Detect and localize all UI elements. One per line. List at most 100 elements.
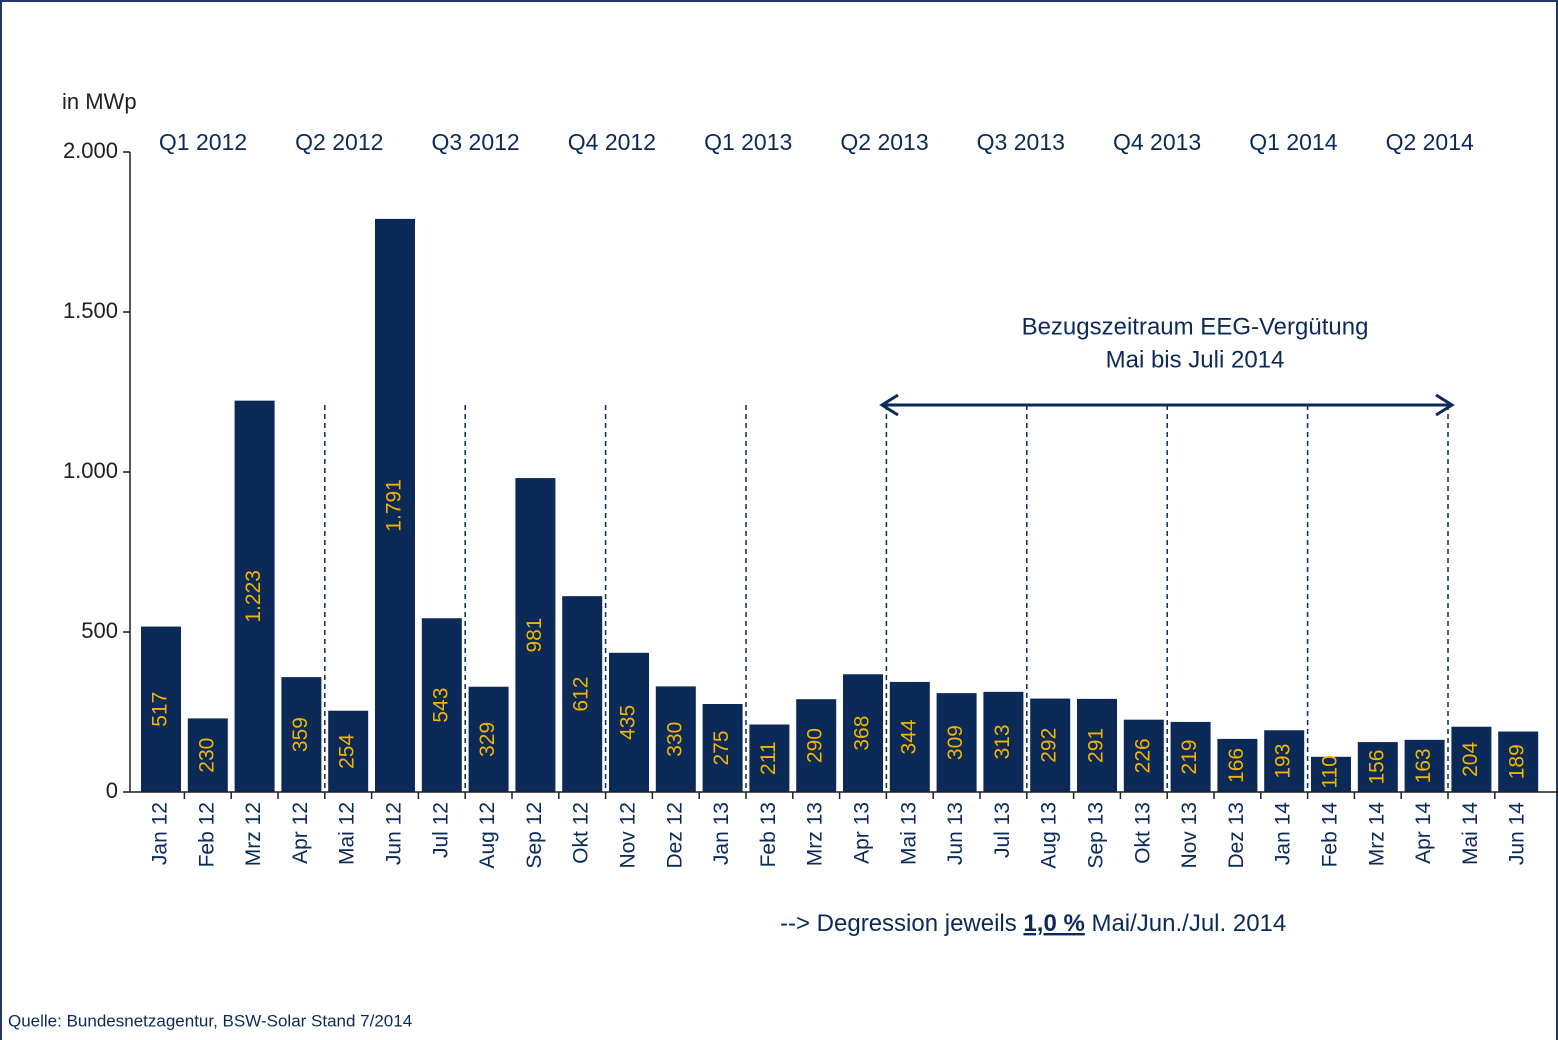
x-tick-label: Okt 12 — [570, 802, 593, 864]
x-tick-label: Feb 14 — [1319, 802, 1342, 868]
bar — [1123, 719, 1164, 792]
x-tick-label: Okt 13 — [1131, 802, 1154, 864]
bar — [1357, 742, 1398, 792]
annotation-part: Mai/Jun./Jul. 2014 — [1085, 910, 1286, 937]
data-label: 166 — [1225, 748, 1248, 783]
bar — [702, 704, 743, 792]
bar — [1030, 698, 1071, 792]
bar — [1217, 738, 1258, 792]
y-axis-label: in MWp — [62, 89, 137, 114]
bar — [655, 686, 696, 792]
quarter-label: Q3 2013 — [977, 129, 1065, 155]
x-tick-label: Jun 12 — [383, 802, 406, 865]
bar — [1077, 698, 1117, 792]
x-tick-label: Jan 14 — [1272, 802, 1295, 865]
y-tick-label: 1.500 — [63, 298, 118, 323]
data-label: 211 — [757, 741, 780, 774]
x-tick-label: Jun 13 — [944, 802, 967, 865]
x-tick-label: Mai 14 — [1459, 802, 1482, 865]
bar — [1170, 721, 1211, 792]
annotation: --> Degression jeweils 1,0 % Mai/Jun./Ju… — [780, 910, 1286, 937]
bar — [609, 652, 649, 792]
x-tick-label: Nov 12 — [617, 802, 640, 869]
x-tick-label: Sep 13 — [1085, 802, 1108, 869]
annotation: Bezugszeitraum EEG-Vergütung — [1022, 313, 1369, 340]
y-tick-label: 2.000 — [63, 138, 118, 163]
quarter-label: Q1 2012 — [159, 129, 247, 155]
data-label: 226 — [1131, 738, 1154, 773]
data-label: 313 — [991, 724, 1014, 759]
data-label: 230 — [195, 738, 218, 773]
data-label: 193 — [1272, 744, 1295, 779]
x-tick-label: Mrz 14 — [1365, 802, 1388, 867]
y-tick-label: 500 — [81, 618, 118, 643]
x-tick-label: Feb 12 — [195, 802, 218, 867]
data-label: 275 — [710, 730, 733, 765]
x-tick-label: Mai 12 — [336, 802, 359, 865]
bar — [889, 681, 930, 792]
data-label: 344 — [897, 719, 920, 754]
x-tick-label: Jul 12 — [429, 802, 452, 858]
data-label: 254 — [336, 734, 359, 769]
quarter-label: Q1 2013 — [704, 129, 792, 155]
bar — [796, 699, 837, 792]
data-label: 612 — [570, 677, 593, 712]
quarter-label: Q4 2013 — [1113, 129, 1201, 155]
annotation-part: 1,0 % — [1023, 910, 1084, 937]
bar — [1311, 756, 1351, 792]
data-label: 435 — [617, 705, 640, 740]
x-tick-label: Mrz 13 — [804, 802, 827, 866]
x-tick-label: Jul 13 — [991, 802, 1014, 858]
data-label: 368 — [851, 716, 874, 751]
annotation-part: --> Degression jeweils — [780, 910, 1023, 937]
bar — [515, 478, 556, 792]
data-label: 290 — [804, 728, 827, 763]
y-tick-label: 0 — [106, 778, 118, 803]
x-tick-label: Feb 13 — [757, 802, 780, 867]
data-label: 330 — [663, 722, 686, 757]
bar — [1404, 739, 1445, 792]
annotation: Mai bis Juli 2014 — [1106, 346, 1285, 373]
data-label: 309 — [944, 725, 967, 760]
bar — [375, 218, 415, 792]
bar — [234, 400, 275, 792]
x-tick-label: Jan 13 — [710, 802, 733, 865]
data-label: 110 — [1319, 755, 1342, 788]
data-label: 156 — [1365, 750, 1388, 785]
x-tick-label: Apr 14 — [1412, 802, 1435, 864]
bar — [936, 693, 977, 792]
bar — [468, 686, 509, 792]
y-tick-label: 1.000 — [63, 458, 118, 483]
bar — [562, 596, 603, 792]
data-label: 292 — [1038, 728, 1061, 763]
data-label: 329 — [476, 722, 499, 757]
bar — [1264, 730, 1305, 792]
x-tick-label: Dez 12 — [663, 802, 686, 869]
data-label: 543 — [429, 688, 452, 723]
bar — [749, 724, 790, 792]
data-label: 219 — [1178, 739, 1201, 774]
quarter-label: Q2 2014 — [1386, 129, 1474, 155]
bar — [983, 691, 1024, 792]
x-tick-label: Aug 12 — [476, 802, 499, 869]
data-label: 981 — [523, 618, 546, 653]
bar — [281, 677, 322, 792]
data-label: 163 — [1412, 748, 1435, 783]
bar — [843, 674, 883, 792]
bar — [328, 710, 369, 792]
bar — [421, 618, 462, 792]
quarter-label: Q1 2014 — [1249, 129, 1337, 155]
bar — [187, 718, 228, 792]
source: Quelle: Bundesnetzagentur, BSW-Solar Sta… — [8, 1011, 412, 1030]
bar — [141, 626, 181, 792]
bar — [1498, 731, 1539, 792]
data-label: 359 — [289, 717, 312, 752]
data-label: 517 — [149, 692, 172, 727]
data-label: 291 — [1085, 728, 1108, 763]
x-tick-label: Jun 14 — [1506, 802, 1529, 865]
x-tick-label: Apr 12 — [289, 802, 312, 864]
x-tick-label: Jan 12 — [149, 802, 172, 865]
x-tick-label: Mai 13 — [897, 802, 920, 865]
